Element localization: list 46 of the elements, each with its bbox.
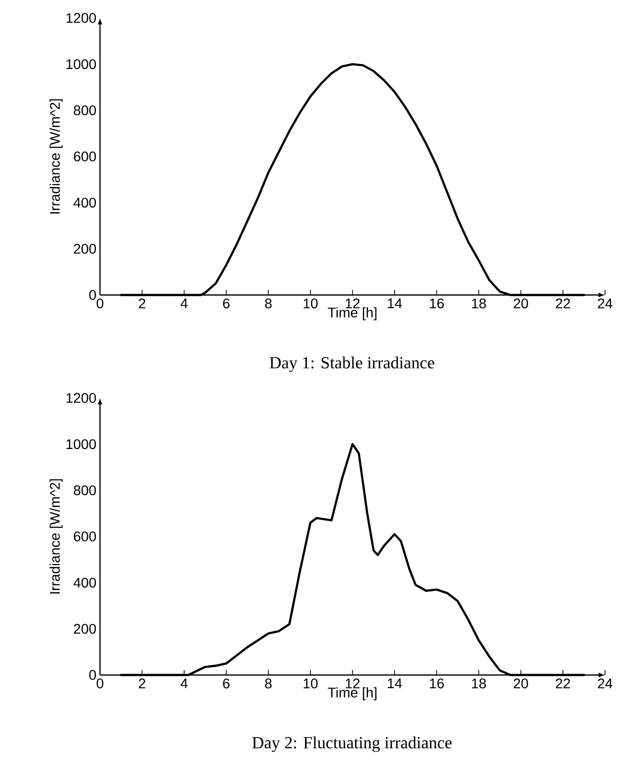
x-tick-label: 0 xyxy=(96,678,104,688)
text: Day 2: Fluctuating irradiance xyxy=(252,736,452,752)
x-tick-label: 12 xyxy=(346,678,360,688)
x-tick-label: 14 xyxy=(388,678,402,688)
x-tick-label: 8 xyxy=(265,678,272,688)
x-tick-label: 22 xyxy=(556,678,570,688)
y-axis-title: Irradiance [W/m^2] xyxy=(50,479,63,594)
x-tick-label: 22 xyxy=(556,298,570,308)
x-tick-label: 24 xyxy=(598,298,612,308)
y-tick-label: 400 xyxy=(74,198,96,208)
y-tick-label: 0 xyxy=(89,290,96,300)
x-tick-label: 4 xyxy=(180,678,188,688)
y-tick-label: 800 xyxy=(74,105,96,116)
y-tick-label: 1000 xyxy=(66,59,96,70)
x-tick-label: 6 xyxy=(223,678,230,688)
x-tick-label: 18 xyxy=(472,298,486,308)
x-tick-label: 20 xyxy=(514,298,528,308)
y-tick-label: 1200 xyxy=(66,393,96,403)
x-tick-label: 18 xyxy=(472,678,486,688)
y-tick-label: 600 xyxy=(74,152,96,162)
x-tick-label: 20 xyxy=(514,678,528,688)
x-tick-label: 6 xyxy=(223,298,230,308)
x-tick-label: 16 xyxy=(430,298,444,308)
y-tick-label: 1200 xyxy=(66,13,96,23)
y-tick-label: 1000 xyxy=(66,439,96,450)
text: Day 1: Stable irradiance xyxy=(270,356,434,372)
y-tick-label: 0 xyxy=(89,670,96,680)
x-tick-label: 2 xyxy=(138,678,146,688)
y-tick-label: 600 xyxy=(74,532,96,542)
x-tick-label: 12 xyxy=(346,298,360,308)
x-axis-title: Time [h] xyxy=(328,687,376,700)
x-axis-title: Time [h] xyxy=(328,307,376,320)
x-tick-label: 2 xyxy=(138,298,146,308)
y-tick-label: 800 xyxy=(74,485,96,496)
y-axis-title: Irradiance [W/m^2] xyxy=(50,99,63,214)
y-tick-label: 200 xyxy=(74,624,96,634)
x-tick-label: 0 xyxy=(96,298,104,308)
y-tick-label: 400 xyxy=(74,578,96,588)
x-tick-label: 24 xyxy=(598,678,612,688)
x-tick-label: 10 xyxy=(304,298,318,308)
x-tick-label: 10 xyxy=(304,678,318,688)
y-tick-label: 200 xyxy=(74,244,96,254)
x-tick-label: 16 xyxy=(430,678,444,688)
x-tick-label: 14 xyxy=(388,298,402,308)
x-tick-label: 8 xyxy=(265,298,272,308)
x-tick-label: 4 xyxy=(180,298,188,308)
